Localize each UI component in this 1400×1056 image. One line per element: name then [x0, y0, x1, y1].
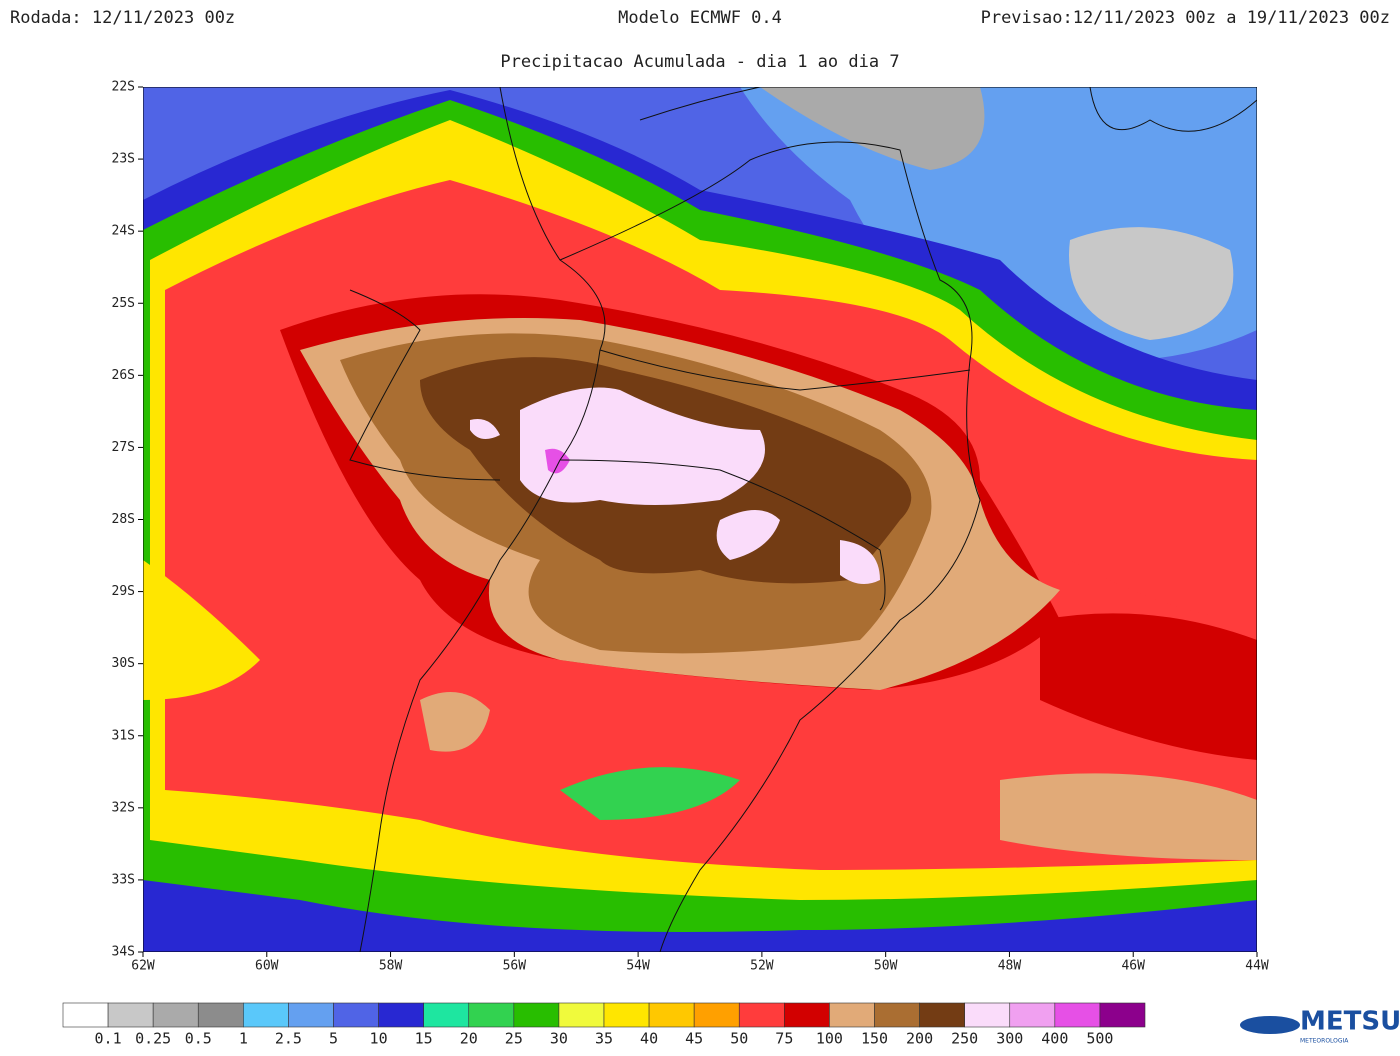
color-swatch [874, 1002, 920, 1028]
color-swatch [784, 1002, 830, 1028]
precip-map [143, 87, 1257, 952]
color-swatch [1009, 1002, 1056, 1028]
lat-label: 28S [112, 512, 135, 527]
lon-label: 44W [1245, 959, 1269, 974]
colorbar-label: 0.25 [135, 1030, 171, 1048]
colorbar-label: 40 [640, 1030, 658, 1048]
colorbar-label: 15 [415, 1030, 433, 1048]
colorbar-label: 400 [1041, 1030, 1068, 1048]
colorbar-label: 5 [329, 1030, 338, 1048]
color-swatch [1054, 1002, 1101, 1028]
color-swatch [423, 1002, 470, 1028]
lat-label: 22S [112, 80, 135, 95]
lat-label: 32S [112, 800, 135, 815]
lat-label: 24S [112, 224, 135, 239]
colorbar-label: 100 [816, 1030, 843, 1048]
colorbar-label: 500 [1086, 1030, 1113, 1048]
lat-label: 34S [112, 945, 135, 960]
lon-label: 48W [998, 959, 1022, 974]
color-swatch [829, 1002, 875, 1028]
forecast-label: Previsao:12/11/2023 00z a 19/11/2023 00z [981, 8, 1390, 28]
lat-label: 33S [112, 872, 135, 887]
logo-name: METSUL [1300, 1007, 1400, 1037]
colorbar-label: 35 [595, 1030, 613, 1048]
color-swatch [107, 1002, 154, 1028]
color-swatch [693, 1002, 740, 1028]
colorbar-label: 45 [685, 1030, 703, 1048]
lon-label: 56W [503, 959, 527, 974]
color-swatch [1099, 1002, 1146, 1028]
lon-label: 50W [874, 959, 898, 974]
colorbar-label: 0.5 [185, 1030, 212, 1048]
lat-label: 29S [112, 584, 135, 599]
colorbar-label: 300 [996, 1030, 1023, 1048]
color-swatch [558, 1002, 605, 1028]
lat-label: 27S [112, 440, 135, 455]
colorbar-label: 1 [239, 1030, 248, 1048]
subtitle: Precipitacao Acumulada - dia 1 ao dia 7 [500, 52, 899, 72]
color-swatch [152, 1002, 199, 1028]
color-swatch [648, 1002, 695, 1028]
colorbar-label: 250 [951, 1030, 978, 1048]
colorbar-label: 50 [730, 1030, 748, 1048]
colorbar-label: 0.1 [95, 1030, 122, 1048]
color-swatch [964, 1002, 1011, 1028]
colorbar: 0.1 0.25 0.5 1 2.5 5 10 15 20 25 30 35 40 45 50 75 100 15… [62, 1002, 1146, 1048]
lon-label: 58W [379, 959, 403, 974]
run-label: Rodada: 12/11/2023 00z [10, 8, 235, 28]
lat-label: 31S [112, 728, 135, 743]
lat-label: 25S [112, 296, 135, 311]
axes: 22S23S24S25S26S27S28S29S30S31S32S33S34S6… [112, 80, 1269, 974]
color-swatch [197, 1002, 244, 1028]
colorbar-label: 20 [460, 1030, 478, 1048]
color-swatch [738, 1002, 785, 1028]
lon-label: 46W [1121, 959, 1145, 974]
color-swatch [919, 1002, 965, 1028]
colorbar-label: 75 [775, 1030, 793, 1048]
color-swatch [513, 1002, 560, 1028]
colorbar-label: 10 [370, 1030, 388, 1048]
colorbar-label: 150 [861, 1030, 888, 1048]
color-swatch [243, 1002, 289, 1028]
lat-label: 23S [112, 152, 135, 167]
color-swatch [378, 1002, 424, 1028]
logo-tagline: METEOROLOGIA [1300, 1038, 1349, 1045]
lat-label: 30S [112, 656, 135, 671]
lon-label: 62W [131, 959, 155, 974]
lon-label: 60W [255, 959, 279, 974]
lon-label: 52W [750, 959, 774, 974]
color-swatch [288, 1002, 334, 1028]
lat-label: 26S [112, 368, 135, 383]
colorbar-label: 200 [906, 1030, 933, 1048]
colorbar-label: 30 [550, 1030, 568, 1048]
colorbar-label: 25 [505, 1030, 523, 1048]
lon-label: 54W [626, 959, 650, 974]
colorbar-label: 2.5 [275, 1030, 302, 1048]
color-swatch [333, 1002, 379, 1028]
color-swatch [603, 1002, 650, 1028]
model-label: Modelo ECMWF 0.4 [618, 8, 782, 28]
logo-icon [1240, 1016, 1300, 1034]
color-swatch [62, 1002, 109, 1028]
color-swatch [468, 1002, 515, 1028]
